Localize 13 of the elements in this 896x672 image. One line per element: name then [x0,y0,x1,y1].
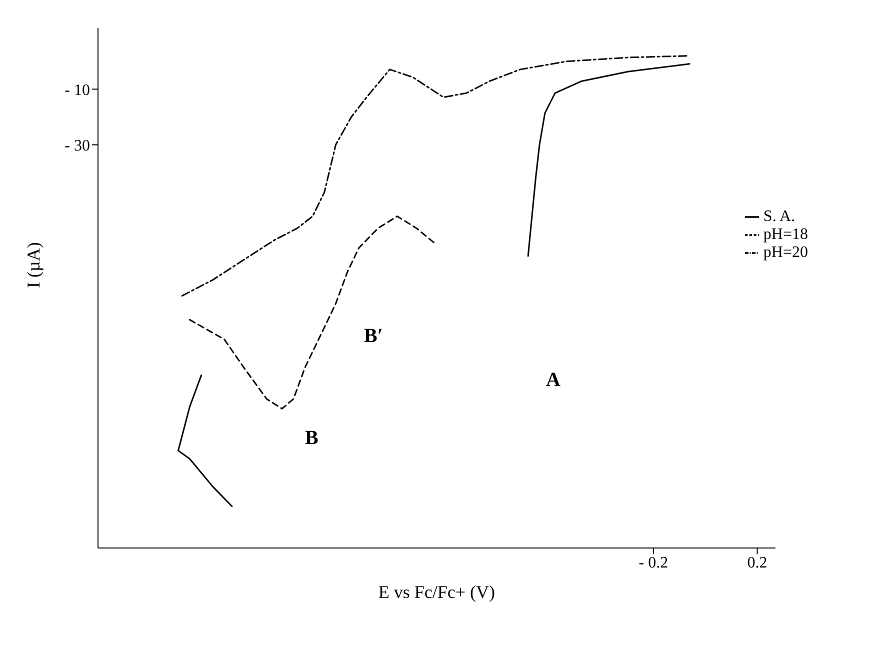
legend-label: pH=18 [763,226,808,243]
annotation: A [546,369,560,391]
x-tick-label: - 0.2 [638,554,668,572]
x-tick-label: 0.2 [747,554,768,572]
legend-label: pH=20 [763,244,808,261]
y-tick-label: - 30 [64,137,90,154]
annotation: B′ [364,325,383,347]
y-axis-title: I (µA) [23,242,44,288]
line-series [188,216,436,410]
annotation: B [305,427,318,449]
y-tick-label: - 10 [64,82,90,99]
legend-label: S. A. [763,208,795,225]
x-axis-title: E vs Fc/Fc+ (V) [378,582,496,602]
